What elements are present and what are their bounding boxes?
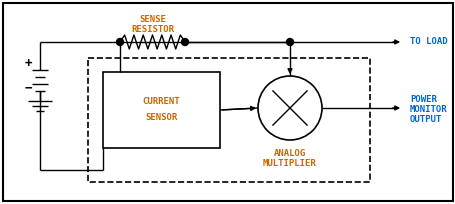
Text: MONITOR: MONITOR — [409, 105, 447, 114]
Text: SENSOR: SENSOR — [145, 113, 177, 122]
Text: −: − — [24, 82, 32, 94]
Bar — [103, 72, 219, 148]
Text: CURRENT: CURRENT — [142, 98, 180, 106]
Text: ANALOG: ANALOG — [273, 149, 305, 157]
Text: +: + — [24, 57, 32, 70]
Text: SENSE: SENSE — [139, 16, 166, 24]
Circle shape — [116, 39, 123, 45]
Circle shape — [181, 39, 188, 45]
Text: MULTIPLIER: MULTIPLIER — [263, 159, 316, 167]
Text: OUTPUT: OUTPUT — [409, 115, 441, 124]
Bar — [88, 58, 369, 182]
Text: TO LOAD: TO LOAD — [409, 38, 447, 47]
Circle shape — [286, 39, 293, 45]
Text: RESISTOR: RESISTOR — [131, 26, 174, 34]
Text: POWER: POWER — [409, 95, 436, 104]
